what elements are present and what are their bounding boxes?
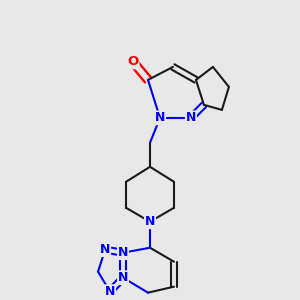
Text: O: O bbox=[128, 56, 139, 68]
Text: N: N bbox=[118, 246, 128, 259]
Text: N: N bbox=[186, 111, 196, 124]
Text: N: N bbox=[105, 285, 115, 298]
Text: N: N bbox=[100, 243, 110, 256]
Text: N: N bbox=[145, 215, 155, 228]
Text: N: N bbox=[118, 271, 128, 284]
Text: N: N bbox=[155, 111, 165, 124]
